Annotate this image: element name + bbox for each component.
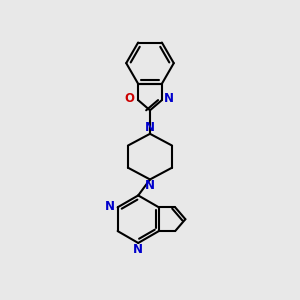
Text: N: N	[133, 243, 143, 256]
Text: O: O	[125, 92, 135, 105]
Text: N: N	[105, 200, 115, 213]
Text: N: N	[145, 121, 155, 134]
Text: N: N	[164, 92, 174, 105]
Text: N: N	[145, 179, 155, 192]
